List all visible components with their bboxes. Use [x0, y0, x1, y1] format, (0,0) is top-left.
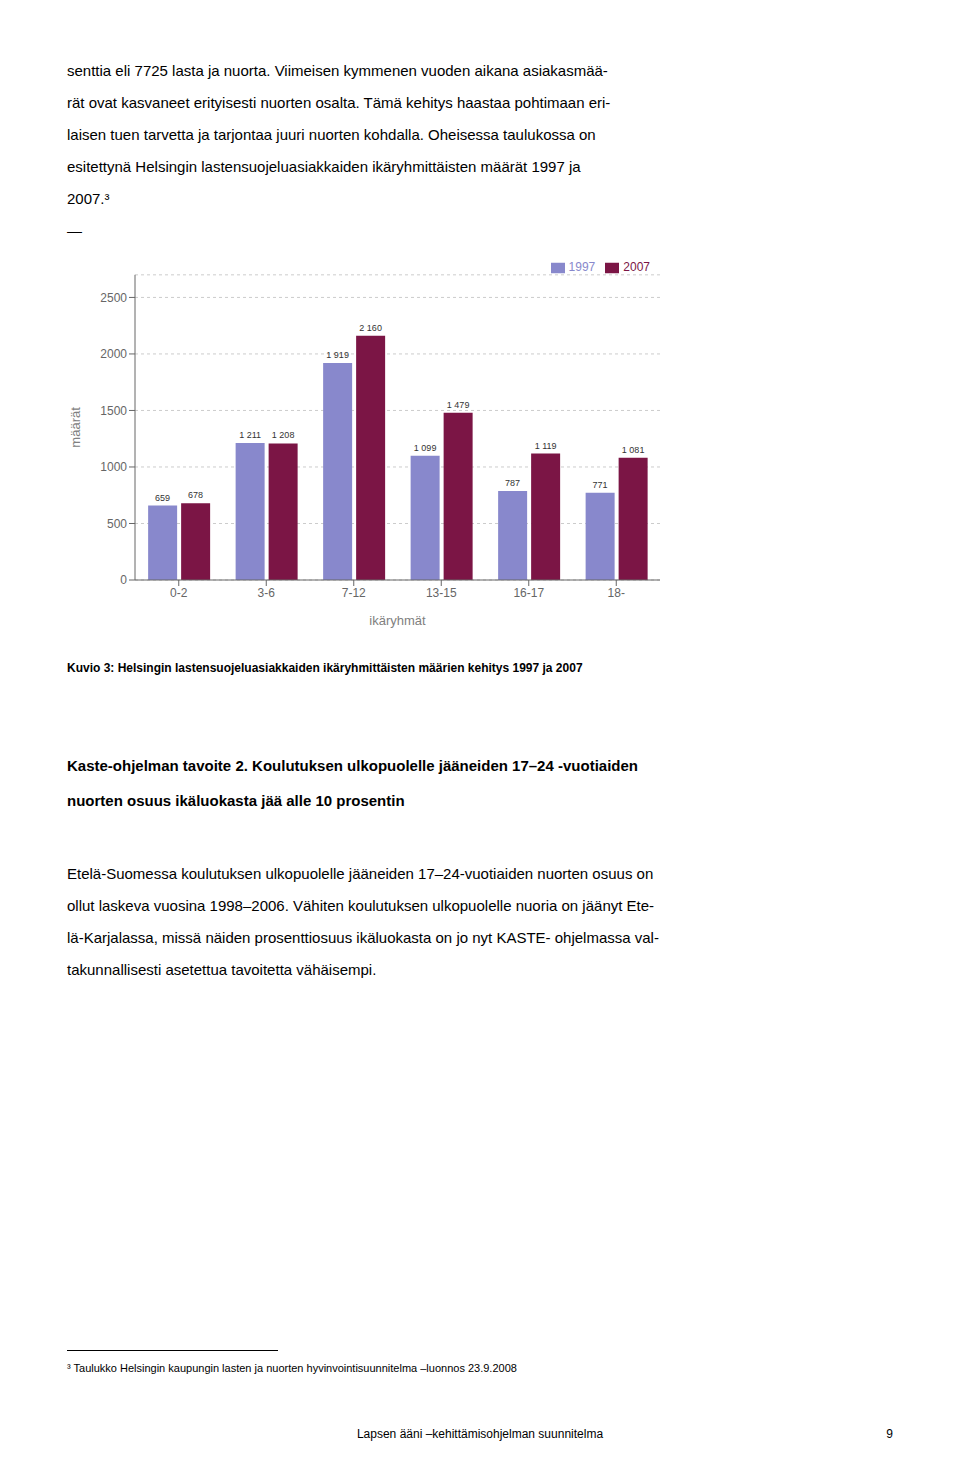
svg-text:0: 0 — [120, 573, 127, 587]
html-text:lä-Karjalassa, missä näiden pr: lä-Karjalassa, missä näiden prosenttiosu… — [67, 929, 659, 946]
svg-text:1500: 1500 — [100, 404, 127, 418]
svg-text:2500: 2500 — [100, 291, 127, 305]
svg-text:0-2: 0-2 — [170, 586, 188, 600]
svg-text:2 160: 2 160 — [359, 323, 382, 333]
html-text:nuorten osuus ikäluokasta jää: nuorten osuus ikäluokasta jää alle 10 pr… — [67, 792, 405, 809]
svg-text:määrät: määrät — [68, 407, 83, 448]
html-text:laisen tuen tarvetta ja tarjon: laisen tuen tarvetta ja tarjontaa juuri … — [67, 126, 596, 143]
svg-text:ikäryhmät: ikäryhmät — [369, 613, 426, 628]
svg-text:7-12: 7-12 — [342, 586, 366, 600]
html-text:1997: 1997 — [568, 260, 596, 274]
svg-text:1 081: 1 081 — [622, 445, 645, 455]
html-text:senttia eli 7725 lasta ja nuor: senttia eli 7725 lasta ja nuorta. Viimei… — [67, 62, 608, 79]
html-text:2007: 2007 — [623, 260, 650, 274]
html-text:ollut laskeva vuosina 1998–200: ollut laskeva vuosina 1998–2006. Vähiten… — [67, 897, 655, 914]
svg-text:500: 500 — [107, 517, 127, 531]
svg-text:787: 787 — [505, 478, 520, 488]
svg-text:18-: 18- — [608, 586, 625, 600]
html-text:³ Taulukko Helsingin kaupungin: ³ Taulukko Helsingin kaupungin lasten ja… — [67, 1362, 517, 1374]
html-text:takunnallisesti asetettua tavo: takunnallisesti asetettua tavoitetta väh… — [67, 961, 377, 978]
svg-text:16-17: 16-17 — [513, 586, 544, 600]
html-text:Lapsen ääni –kehittämisohjelma: Lapsen ääni –kehittämisohjelman suunnite… — [356, 1427, 604, 1441]
svg-text:2000: 2000 — [100, 347, 127, 361]
html-text:9: 9 — [886, 1427, 893, 1441]
svg-text:3-6: 3-6 — [258, 586, 276, 600]
html-text:Kuvio 3: Helsingin lastensuoje: Kuvio 3: Helsingin lastensuojeluasiakkai… — [67, 661, 583, 675]
svg-text:771: 771 — [593, 480, 608, 490]
html-text:esitettynä Helsingin lastensuo: esitettynä Helsingin lastensuojeluasiakk… — [67, 158, 581, 175]
html-text:rät ovat kasvaneet erityisesti: rät ovat kasvaneet erityisesti nuorten o… — [67, 94, 611, 111]
html-text:Kaste-ohjelman tavoite 2. Koul: Kaste-ohjelman tavoite 2. Koulutuksen ul… — [67, 757, 638, 774]
svg-text:659: 659 — [155, 493, 170, 503]
svg-text:1 208: 1 208 — [272, 430, 295, 440]
svg-text:1 119: 1 119 — [535, 441, 557, 451]
svg-text:678: 678 — [188, 490, 203, 500]
html-text:Etelä-Suomessa koulutuksen ulk: Etelä-Suomessa koulutuksen ulkopuolelle … — [67, 865, 654, 882]
svg-text:1 919: 1 919 — [326, 350, 349, 360]
svg-text:13-15: 13-15 — [426, 586, 457, 600]
html-text:2007.³: 2007.³ — [67, 190, 110, 207]
svg-text:1 099: 1 099 — [414, 443, 437, 453]
svg-text:1000: 1000 — [100, 460, 127, 474]
svg-text:1 479: 1 479 — [447, 400, 470, 410]
svg-text:1 211: 1 211 — [239, 430, 261, 440]
